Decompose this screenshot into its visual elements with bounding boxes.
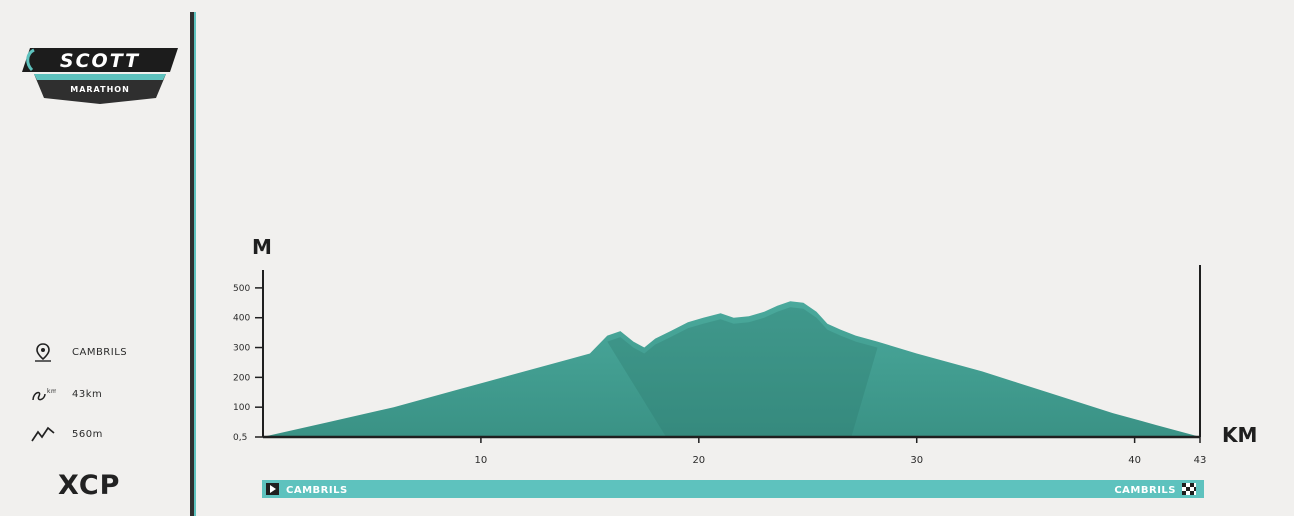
x-tick-label: 30 [910,455,923,466]
terrain-shading [607,307,878,437]
x-tick-label: 43 [1194,455,1207,466]
scott-marathon-logo: SCOTT MARATHON [22,48,178,104]
distance-row: km 43km [30,382,102,406]
profile-area-layer [263,301,1200,437]
elevation-row: 560m [30,422,103,446]
y-tick-label: 500 [233,284,250,294]
location-row: CAMBRILS [30,340,127,364]
play-flag-icon [266,483,279,495]
elevation-value: 560m [72,428,103,440]
map-pin-icon [35,343,51,362]
x-axis-ticks: 10 20 30 40 43 [475,437,1207,466]
x-tick-label: 40 [1128,455,1141,466]
y-axis-ticks: 0,5 100 200 300 400 500 [233,284,263,443]
y-tick-label: 200 [233,373,250,383]
distance-value: 43km [72,388,103,400]
category-label: XCP [58,470,121,501]
checkered-flag-icon [1182,483,1196,495]
svg-text:SCOTT: SCOTT [60,50,140,72]
elevation-profile-area [263,301,1200,437]
y-tick-label: 0,5 [233,433,247,443]
svg-text:km: km [47,388,56,395]
elevation-gain-icon [31,426,55,442]
x-tick-label: 10 [475,455,488,466]
route-distance-icon: km [32,388,56,401]
x-tick-label: 20 [692,455,705,466]
route-finish-label: CAMBRILS [1114,485,1176,496]
y-tick-label: 400 [233,314,250,324]
y-axis-unit-label: M [252,235,272,259]
panel-divider [190,12,194,516]
panel-divider-accent [194,12,196,516]
location-value: CAMBRILS [72,346,128,358]
route-start-label: CAMBRILS [286,485,348,496]
x-axis-unit-label: KM [1222,423,1257,447]
y-tick-label: 100 [233,403,250,413]
y-tick-label: 300 [233,344,250,354]
race-info-panel: SCOTT MARATHON CAMBRILS km 43km 56 [0,0,190,516]
route-bar [262,480,1204,498]
svg-text:MARATHON: MARATHON [70,85,130,94]
